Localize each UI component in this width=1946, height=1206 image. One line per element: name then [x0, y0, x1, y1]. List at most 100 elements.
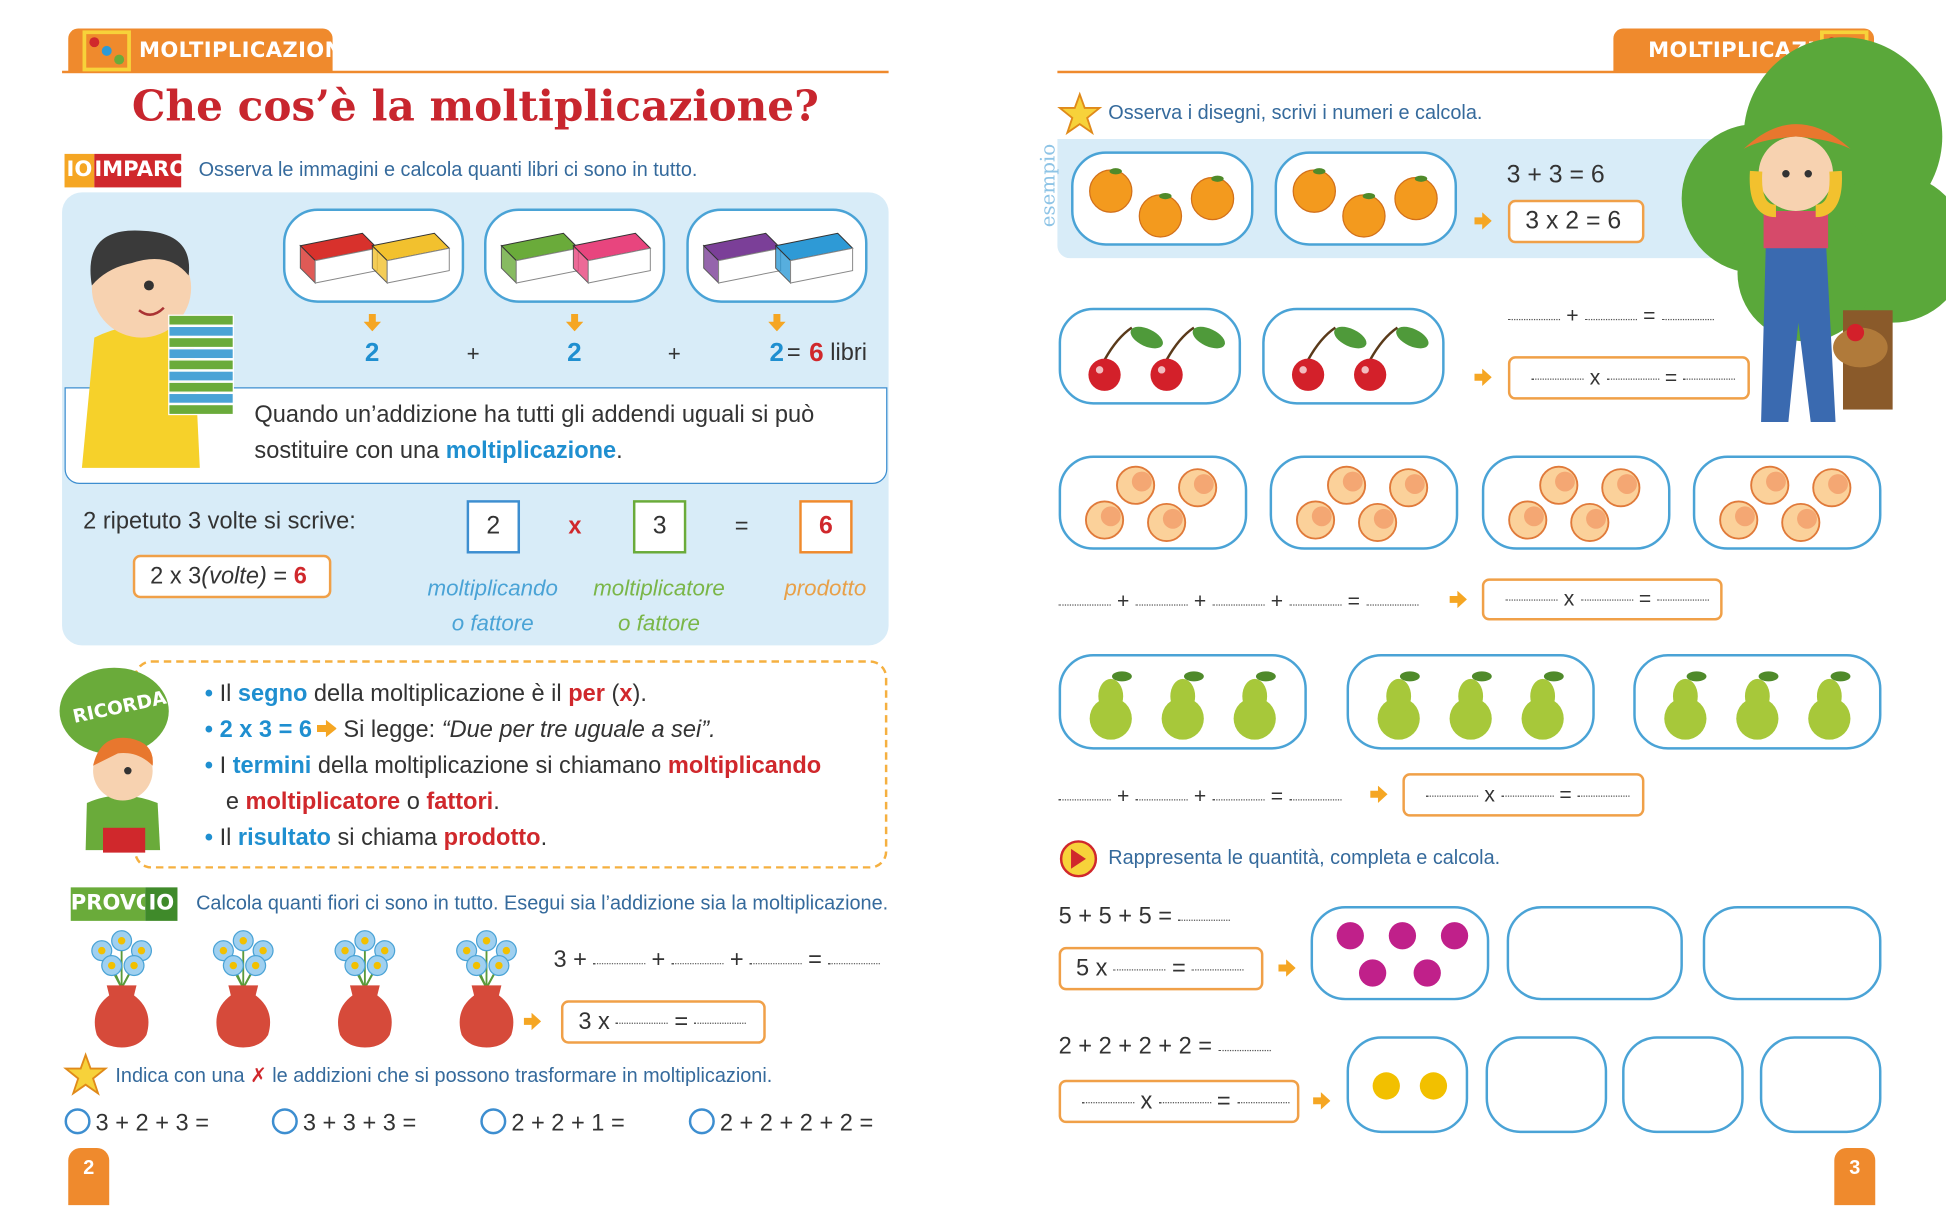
bullet: • Il risultato si chiama prodotto. [204, 825, 548, 852]
answer-blank [1366, 603, 1419, 606]
text: moltiplicatore [593, 575, 725, 601]
flower-vase [456, 930, 517, 1048]
book [168, 403, 234, 416]
pear [1089, 697, 1132, 740]
book [168, 348, 234, 360]
abacus-icon [82, 30, 131, 72]
text: + [1193, 784, 1207, 808]
icon [1071, 848, 1086, 869]
text: + [651, 946, 666, 973]
illustration [702, 232, 854, 285]
drawing-area[interactable] [1702, 905, 1882, 1001]
text: Il [219, 825, 238, 852]
stem [1103, 326, 1133, 361]
leaf [1830, 671, 1851, 682]
text: e [225, 789, 246, 816]
pear [1458, 678, 1484, 714]
option[interactable]: 3 + 3 + 3 = [271, 1108, 417, 1138]
bullet: • I termini della moltiplicazione si chi… [204, 753, 822, 780]
book [168, 325, 234, 337]
factor-box: 2 [466, 500, 521, 554]
illustration [299, 232, 451, 285]
illustration [1291, 326, 1429, 391]
blush [1342, 471, 1363, 492]
text: Quando un’addizione ha tutti gli addendi… [254, 402, 815, 465]
blush [1404, 474, 1425, 494]
hair [93, 737, 153, 766]
flower-center [361, 937, 369, 945]
cherry [1088, 358, 1121, 391]
text: = [1216, 1087, 1231, 1114]
ball [1336, 922, 1364, 950]
text: . [616, 438, 623, 465]
text: 2 + 2 + 2 + 2 = [1058, 1033, 1213, 1060]
mouth [138, 306, 165, 316]
written-box: 2 x 3 (volte) = 6 [132, 554, 332, 599]
orange [1394, 176, 1438, 221]
option[interactable]: 3 + 2 + 3 = [64, 1108, 209, 1138]
example-box: 3 x 2 = 6 [1507, 199, 1645, 244]
text: + [1566, 304, 1579, 328]
instruction: Osserva i disegni, scrivi i numeri e cal… [1108, 103, 1483, 125]
blush [1828, 474, 1848, 494]
text: + [1193, 589, 1207, 614]
product-box: 6 [799, 500, 853, 554]
fruit-group [1481, 455, 1671, 550]
flower-vase [212, 930, 274, 1048]
illustration [1292, 168, 1438, 238]
text: ( [604, 681, 620, 708]
checkbox[interactable] [64, 1108, 91, 1135]
equals: = [734, 513, 749, 540]
checkbox[interactable] [271, 1108, 298, 1135]
star [1057, 91, 1103, 136]
answer-blank [1135, 603, 1188, 606]
plus: + [466, 341, 480, 367]
keyword: fattori [426, 789, 494, 816]
bead [89, 37, 100, 48]
leaf [1159, 192, 1172, 200]
text: 3 + [553, 946, 587, 973]
text: Il [219, 681, 238, 708]
text: le addizioni che si possono trasformare … [266, 1066, 773, 1088]
leaf [1313, 168, 1326, 175]
text: = [1638, 587, 1652, 611]
illustration [1508, 465, 1641, 543]
answer-box: x = [1402, 773, 1645, 817]
text: 3 + 2 + 3 = [95, 1110, 209, 1137]
arrow [1278, 959, 1296, 977]
eye [1804, 170, 1812, 178]
addend: 2 [769, 338, 784, 368]
option[interactable]: 2 + 2 + 2 + 2 = [688, 1108, 873, 1138]
vase [216, 985, 271, 1048]
blush [1100, 506, 1121, 527]
option[interactable]: 2 + 2 + 1 = [480, 1108, 625, 1138]
answer-blank [1158, 1100, 1211, 1103]
cherry [1354, 358, 1387, 391]
vase [94, 985, 149, 1048]
fruit-group [1262, 307, 1445, 405]
illustration [1719, 465, 1852, 543]
checkbox[interactable] [688, 1108, 715, 1135]
arrow [1370, 785, 1388, 803]
fruit-group [1692, 455, 1882, 550]
checkbox[interactable] [480, 1108, 507, 1135]
fruit-group [1274, 151, 1458, 246]
pear [1664, 697, 1707, 740]
bullet-line: e moltiplicatore o fattori. [226, 784, 500, 820]
flower-center [259, 946, 267, 955]
page-number: 3 [1834, 1147, 1876, 1206]
drawing-area[interactable] [1759, 1036, 1882, 1134]
ball [1358, 959, 1387, 987]
blush [1617, 474, 1637, 494]
drawing-area[interactable] [1485, 1036, 1608, 1134]
instruction: Indica con una ✗ le addizioni che si pos… [115, 1064, 772, 1089]
text: 3 + 3 + 3 = [302, 1110, 417, 1137]
pear [1530, 678, 1556, 714]
answer-blank [1058, 798, 1111, 801]
text: = [1643, 304, 1656, 328]
answer-blank [1425, 794, 1479, 797]
text: 3 x [578, 1008, 610, 1035]
drawing-area[interactable] [1506, 905, 1683, 1001]
header-line [1057, 70, 1875, 74]
drawing-area[interactable] [1622, 1036, 1744, 1134]
